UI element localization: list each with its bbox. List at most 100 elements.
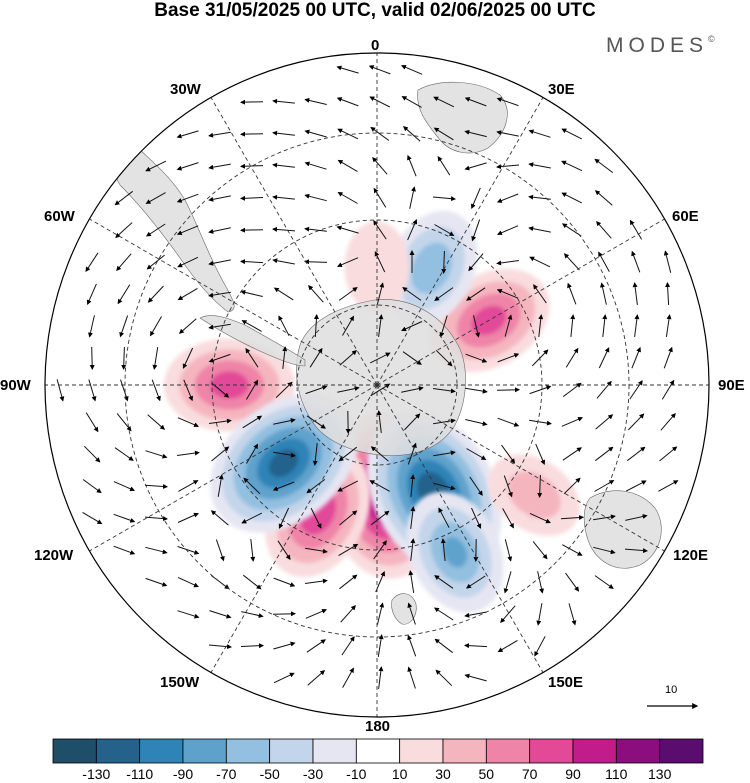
lon-label-90w: 90W	[0, 377, 31, 394]
wind-arrow	[304, 193, 327, 202]
wind-arrow	[82, 511, 103, 525]
colorbar-swatch	[485, 738, 531, 764]
wind-arrow	[245, 379, 259, 400]
anomaly-contour	[442, 537, 468, 568]
wind-arrow	[273, 418, 296, 425]
wind-arrow	[373, 540, 387, 560]
wind-arrow	[502, 508, 514, 529]
wind-arrow	[337, 128, 359, 140]
wind-arrow	[341, 636, 355, 656]
wind-arrow	[83, 445, 101, 463]
wind-arrow	[336, 65, 359, 74]
wind-arrow	[629, 219, 643, 240]
colorbar-swatch	[225, 738, 271, 764]
wind-arrow	[594, 446, 614, 462]
colorbar-swatch	[269, 738, 314, 764]
wind-arrow	[272, 162, 295, 168]
colorbar-swatch	[312, 738, 357, 764]
wind-arrow	[312, 443, 318, 466]
wind-arrow	[369, 96, 391, 108]
wind-arrow	[563, 253, 580, 271]
wind-arrow	[147, 414, 166, 430]
australia	[583, 490, 662, 569]
wind-arrow	[243, 477, 261, 495]
wind-arrow	[624, 548, 648, 554]
wind-arrow	[273, 577, 296, 587]
wind-arrow	[593, 546, 616, 555]
wind-arrow	[626, 446, 646, 462]
wind-arrow	[401, 386, 424, 393]
wind-arrow	[272, 258, 295, 265]
wind-arrow	[115, 222, 133, 239]
wind-arrow	[145, 223, 166, 237]
wind-arrow	[242, 574, 262, 590]
wind-arrow	[435, 349, 453, 367]
wind-arrow	[407, 634, 417, 657]
wind-arrow	[337, 192, 358, 204]
wind-arrow	[402, 287, 422, 301]
wind-arrow	[409, 186, 416, 209]
wind-arrow	[336, 225, 359, 234]
colorbar-swatch	[615, 738, 661, 764]
wind-arrow	[208, 131, 231, 138]
wind-arrow	[433, 388, 456, 394]
wind-arrow	[465, 419, 488, 427]
wind-arrow	[565, 347, 579, 368]
land-mass	[115, 81, 662, 625]
lon-label-30w: 30W	[170, 81, 201, 98]
lon-label-60w: 60W	[44, 208, 75, 225]
wind-arrow	[208, 163, 231, 170]
south-america	[115, 144, 235, 313]
wind-arrow	[594, 158, 614, 174]
wind-arrow	[433, 450, 456, 457]
wind-arrow	[342, 667, 354, 688]
wind-arrow	[304, 97, 327, 105]
wind-arrow	[504, 314, 513, 337]
wind-arrow	[437, 156, 451, 176]
wind-arrow	[404, 413, 421, 431]
wind-arrow	[273, 287, 294, 301]
wind-arrow	[306, 415, 326, 429]
wind-arrow	[368, 65, 391, 75]
wind-arrow	[116, 253, 132, 272]
wind-arrow	[113, 513, 136, 523]
wind-arrow	[538, 314, 544, 337]
wind-arrow	[372, 156, 388, 175]
wind-arrow	[241, 320, 262, 332]
wind-arrow	[376, 282, 385, 305]
wind-arrow	[471, 507, 482, 529]
wind-arrow	[466, 448, 487, 461]
wind-arrow	[145, 192, 166, 204]
meridian-line	[89, 384, 378, 552]
wind-arrow	[434, 287, 454, 301]
wind-arrow	[595, 414, 614, 430]
wind-arrow	[596, 380, 612, 399]
wind-arrow	[665, 314, 672, 337]
wind-arrow	[240, 195, 264, 201]
wind-arrow	[304, 129, 327, 138]
wind-arrow	[337, 159, 358, 173]
wind-arrow	[305, 547, 328, 554]
wind-arrow	[432, 196, 456, 202]
wind-arrow	[240, 131, 264, 137]
wind-arrow	[407, 602, 416, 625]
wind-arrow	[208, 195, 231, 202]
colorbar-tick-label: 90	[565, 766, 581, 782]
wind-arrow	[273, 641, 296, 650]
map-title: Base 31/05/2025 00 UTC, valid 02/06/2025…	[154, 0, 596, 21]
wind-arrow	[310, 507, 322, 529]
wind-arrow	[562, 544, 583, 556]
wind-arrow	[339, 510, 358, 526]
lon-label-0: 0	[371, 37, 380, 54]
wind-arrow	[529, 419, 552, 426]
wind-arrow	[370, 510, 390, 526]
wind-arrow	[144, 516, 168, 522]
wind-arrow	[177, 417, 200, 428]
wind-arrow	[658, 480, 679, 492]
wind-arrow	[339, 350, 357, 366]
wind-arrow	[496, 387, 520, 393]
wind-arrow	[433, 482, 456, 491]
wind-arrow	[336, 257, 359, 268]
lon-label-180: 180	[365, 718, 391, 735]
